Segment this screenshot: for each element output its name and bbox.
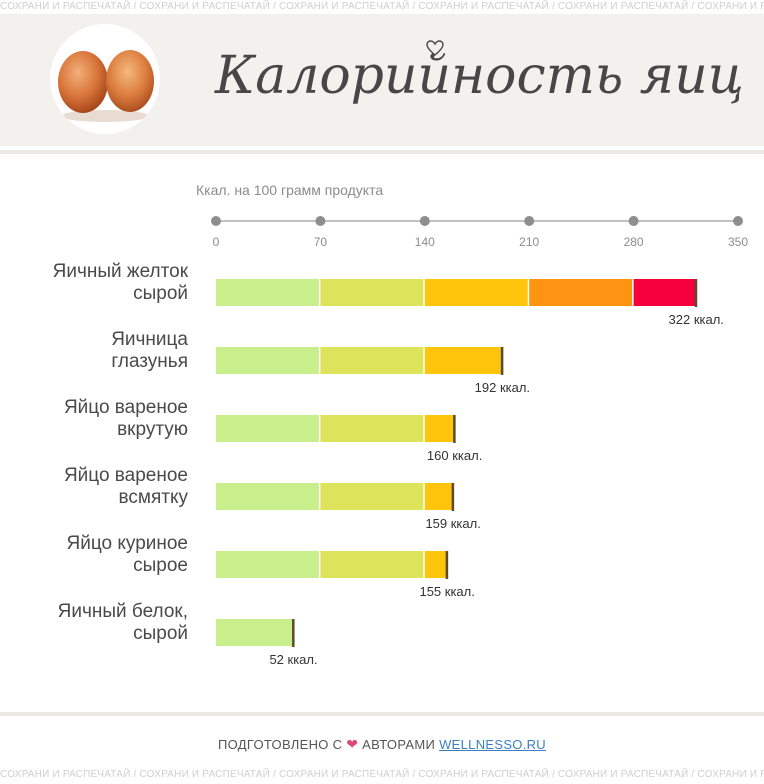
eggs-image bbox=[50, 24, 160, 134]
bar-category-label: сырой bbox=[133, 283, 188, 304]
bar-segment bbox=[216, 483, 319, 510]
bar-value-label: 192 ккал. bbox=[475, 380, 530, 395]
bar-category-label: глазунья bbox=[111, 351, 188, 372]
x-tick-label: 280 bbox=[624, 235, 644, 249]
x-axis-title: Ккал. на 100 грамм продукта bbox=[196, 182, 384, 198]
bar-value-label: 160 ккал. bbox=[427, 448, 482, 463]
bar-end-marker bbox=[694, 279, 698, 307]
bar-category-label: вкрутую bbox=[117, 419, 188, 440]
bar-category-label: сырое bbox=[133, 555, 188, 576]
bar-value-label: 155 ккал. bbox=[419, 584, 474, 599]
bar-segment bbox=[320, 415, 424, 442]
bar-segment bbox=[424, 415, 455, 442]
footer-middle: АВТОРАМИ bbox=[362, 737, 436, 752]
footer-site-link[interactable]: WELLNESSO.RU bbox=[439, 737, 546, 752]
bar-segment bbox=[320, 279, 424, 306]
bar-category-label: Яйцо вареное bbox=[64, 465, 188, 486]
bar-segment bbox=[216, 347, 319, 374]
x-tick-dot bbox=[628, 216, 639, 226]
bar-category-label: сырой bbox=[133, 623, 188, 644]
x-tick-dot bbox=[524, 216, 535, 226]
bar-category-label: всмятку bbox=[119, 487, 189, 508]
bar-segment bbox=[216, 415, 319, 442]
bar-segment bbox=[424, 347, 503, 374]
bar-value-label: 52 ккал. bbox=[269, 652, 317, 667]
x-tick-dot bbox=[315, 216, 326, 226]
bar-segment bbox=[320, 483, 424, 510]
bar-category-label: Яйцо вареное bbox=[64, 397, 188, 418]
page-title: Калорийность яиц bbox=[215, 46, 744, 106]
bar-category-label: Яйцо куриное bbox=[67, 533, 188, 554]
x-tick-dot bbox=[419, 216, 430, 226]
x-tick-label: 0 bbox=[213, 235, 220, 249]
bar-segment bbox=[216, 619, 294, 646]
heart-icon: ❤ bbox=[346, 736, 359, 752]
watermark-top: СОХРАНИ И РАСПЕЧАТАЙ / СОХРАНИ И РАСПЕЧА… bbox=[0, 1, 764, 12]
bar-category-label: Яичница bbox=[111, 329, 188, 350]
bar-category-label: Яичный желток bbox=[53, 261, 189, 282]
bar-segment bbox=[216, 279, 319, 306]
bar-segment bbox=[320, 551, 424, 578]
bar-segment bbox=[633, 279, 697, 306]
bar-segment bbox=[424, 279, 528, 306]
bar-category-label: Яичный белок, bbox=[58, 601, 188, 622]
heart-icon bbox=[426, 40, 444, 56]
x-tick-dot bbox=[733, 216, 743, 226]
footer-credit: ПОДГОТОВЛЕНО С ❤ АВТОРАМИ WELLNESSO.RU bbox=[0, 736, 764, 753]
bar-segment bbox=[529, 279, 633, 306]
bar-segment bbox=[216, 551, 319, 578]
x-tick-dot bbox=[211, 216, 221, 226]
bar-end-marker bbox=[451, 483, 455, 511]
x-tick-label: 140 bbox=[415, 235, 435, 249]
x-tick-label: 210 bbox=[519, 235, 539, 249]
header: Калорийность яиц bbox=[0, 14, 764, 146]
bar-end-marker bbox=[453, 415, 456, 443]
bar-value-label: 322 ккал. bbox=[669, 312, 724, 327]
bar-end-marker bbox=[292, 619, 295, 647]
bar-segment bbox=[424, 483, 454, 510]
bar-end-marker bbox=[445, 551, 449, 579]
divider-bottom bbox=[0, 712, 764, 716]
watermark-bottom: СОХРАНИ И РАСПЕЧАТАЙ / СОХРАНИ И РАСПЕЧА… bbox=[0, 769, 764, 780]
bar-value-label: 159 ккал. bbox=[425, 516, 480, 531]
bar-segment bbox=[424, 551, 448, 578]
x-tick-label: 350 bbox=[728, 235, 748, 249]
x-tick-label: 70 bbox=[314, 235, 328, 249]
bar-segment bbox=[320, 347, 424, 374]
bar-end-marker bbox=[500, 347, 504, 375]
divider-top bbox=[0, 150, 764, 154]
footer-prefix: ПОДГОТОВЛЕНО С bbox=[218, 737, 343, 752]
